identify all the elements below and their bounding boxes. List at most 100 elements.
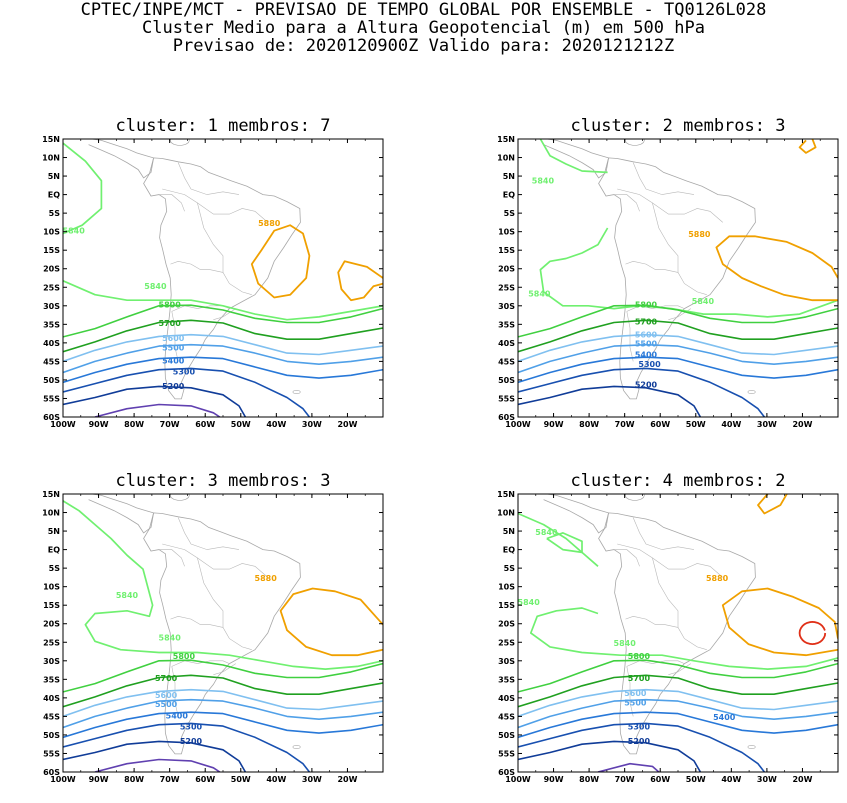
header-subtitle: Cluster Medio para a Altura Geopotencial… bbox=[142, 18, 705, 38]
contour-5800 bbox=[63, 304, 383, 338]
contour-5800 bbox=[518, 304, 838, 338]
lon-tick-label: 70W bbox=[615, 775, 635, 784]
contour-label: 5840 bbox=[528, 290, 551, 299]
contour-5840 bbox=[63, 280, 383, 321]
lon-tick-label: 80W bbox=[579, 420, 599, 429]
contour-label: 5500 bbox=[635, 340, 658, 349]
lat-tick-label: 10S bbox=[43, 228, 60, 237]
lat-tick-label: EQ bbox=[48, 546, 60, 555]
country-border bbox=[614, 549, 640, 567]
contour-5920 bbox=[798, 621, 827, 645]
lat-tick-label: 50S bbox=[43, 731, 60, 740]
country-border bbox=[625, 615, 679, 628]
contour-label: 5600 bbox=[155, 691, 178, 700]
contour-label: 5840 bbox=[144, 282, 167, 291]
south-georgia-island bbox=[747, 745, 756, 749]
contour-label: 5400 bbox=[166, 711, 189, 720]
lat-tick-label: 55S bbox=[43, 749, 60, 758]
map-panel-2: cluster: 2 membros: 3 5840 5880 5840 5840 580… bbox=[497, 116, 839, 429]
lat-tick-label: 20S bbox=[43, 265, 60, 274]
lat-tick-label: 60S bbox=[43, 413, 60, 422]
country-border bbox=[197, 557, 252, 650]
country-border bbox=[614, 194, 640, 212]
lon-tick-label: 30W bbox=[302, 775, 322, 784]
lon-tick-label: 30W bbox=[757, 420, 777, 429]
map-panel-1: cluster: 1 membros: 7 5880 5840 5840 5800 570… bbox=[42, 116, 384, 429]
lon-tick-label: 30W bbox=[302, 420, 322, 429]
lat-tick-label: 35S bbox=[43, 675, 60, 684]
lon-tick-label: 20W bbox=[337, 775, 357, 784]
lat-tick-label: 20S bbox=[498, 620, 515, 629]
contour-label: 5500 bbox=[624, 698, 647, 707]
contour-5700 bbox=[63, 674, 383, 708]
lat-tick-label: EQ bbox=[503, 191, 515, 200]
contour-5500 bbox=[518, 698, 838, 729]
contour-5840 bbox=[529, 607, 838, 670]
lat-tick-label: 10N bbox=[497, 154, 515, 163]
lat-tick-label: 25S bbox=[498, 638, 515, 647]
contour-label: 5840 bbox=[692, 297, 715, 306]
country-border bbox=[162, 188, 268, 223]
contour-label: 5300 bbox=[628, 722, 651, 731]
country-border bbox=[617, 188, 723, 223]
contour-5880 bbox=[798, 139, 817, 154]
lon-tick-label: 20W bbox=[792, 775, 812, 784]
contour-5100 bbox=[597, 762, 660, 772]
contour-5200 bbox=[63, 740, 247, 772]
map-panel-4: cluster: 4 membros: 2 5840 5880 5840 5840 580… bbox=[497, 471, 839, 784]
lat-tick-label: 5N bbox=[503, 172, 515, 181]
lat-tick-label: 45S bbox=[43, 712, 60, 721]
contour-5500 bbox=[518, 343, 838, 374]
panel-title: cluster: 2 membros: 3 bbox=[571, 116, 786, 136]
contour-label: 5800 bbox=[628, 652, 651, 661]
contour-label: 5600 bbox=[624, 689, 647, 698]
lat-tick-label: EQ bbox=[48, 191, 60, 200]
lat-tick-label: 15N bbox=[497, 135, 515, 144]
map-panel-3: cluster: 3 membros: 3 5880 5840 5840 5800 570… bbox=[42, 471, 384, 784]
contour-5500 bbox=[63, 698, 383, 729]
contour-label: 5700 bbox=[628, 674, 651, 683]
lat-tick-label: 10N bbox=[42, 154, 60, 163]
south-georgia-island bbox=[292, 745, 301, 749]
lon-tick-label: 70W bbox=[160, 775, 180, 784]
contour-5600 bbox=[63, 333, 383, 363]
lon-tick-label: 40W bbox=[721, 775, 741, 784]
contour-label: 5880 bbox=[258, 219, 281, 228]
country-border bbox=[652, 202, 707, 295]
contour-5600 bbox=[518, 688, 838, 718]
country-border bbox=[668, 663, 691, 675]
contour-label: 5840 bbox=[535, 528, 558, 537]
contour-label: 5500 bbox=[162, 343, 185, 352]
contour-label: 5200 bbox=[180, 737, 203, 746]
lat-tick-label: 25S bbox=[43, 638, 60, 647]
lon-tick-label: 50W bbox=[231, 775, 251, 784]
lon-tick-label: 100W bbox=[505, 775, 531, 784]
contour-5880 bbox=[279, 587, 383, 657]
contour-label: 5200 bbox=[635, 380, 658, 389]
lat-tick-label: 50S bbox=[498, 376, 515, 385]
contour-label: 5300 bbox=[173, 367, 196, 376]
lat-tick-label: 40S bbox=[43, 694, 60, 703]
contour-label: 5840 bbox=[614, 639, 637, 648]
country-border bbox=[626, 666, 634, 717]
country-border bbox=[213, 308, 236, 320]
contour-5400 bbox=[63, 356, 383, 384]
lon-tick-label: 90W bbox=[89, 420, 109, 429]
lat-tick-label: 20S bbox=[43, 620, 60, 629]
lon-tick-label: 40W bbox=[266, 420, 286, 429]
country-border bbox=[632, 517, 695, 550]
contour-label: 5800 bbox=[635, 301, 658, 310]
contour-5840 bbox=[518, 512, 599, 567]
lat-tick-label: 10S bbox=[498, 228, 515, 237]
continent-outline bbox=[143, 157, 301, 400]
contour-5400 bbox=[518, 711, 838, 739]
panel-title: cluster: 4 membros: 2 bbox=[571, 471, 786, 491]
lat-tick-label: 15N bbox=[42, 490, 60, 499]
contour-5300 bbox=[518, 722, 766, 772]
lon-tick-label: 40W bbox=[721, 420, 741, 429]
contour-5700 bbox=[518, 319, 838, 353]
lat-tick-label: 5N bbox=[48, 172, 60, 181]
lon-tick-label: 90W bbox=[544, 420, 564, 429]
